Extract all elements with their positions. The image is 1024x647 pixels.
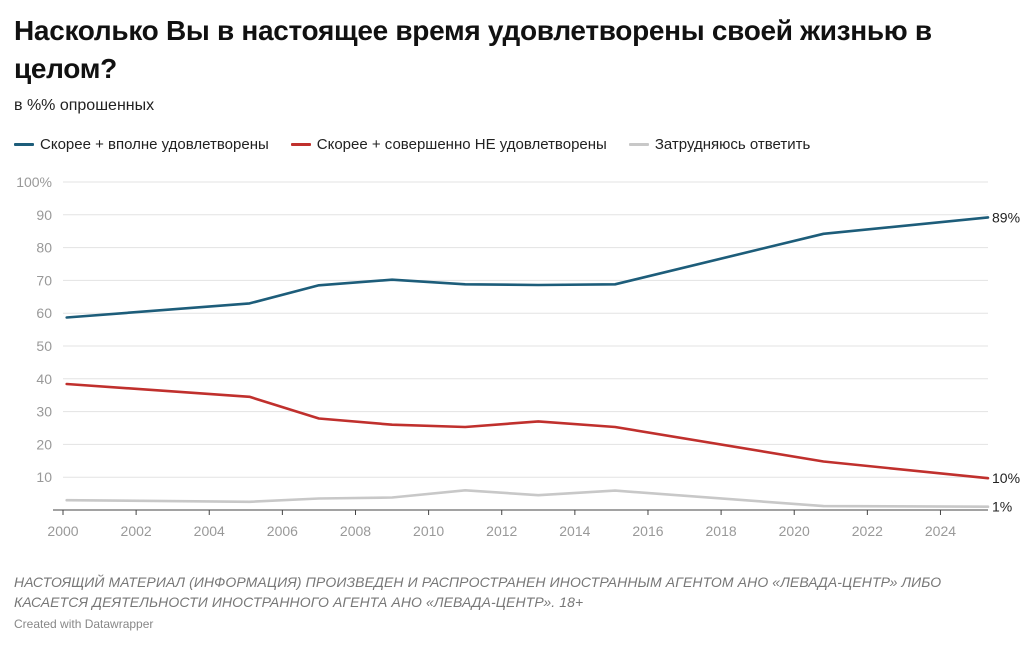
y-tick-label-80: 80 [36,240,52,256]
legend-label-not-satisfied: Скорее + совершенно НЕ удовлетворены [316,136,607,153]
y-tick-label-40: 40 [36,371,52,387]
end-label-not-satisfied: 10% [992,470,1020,486]
x-tick-label-2000: 2000 [47,523,78,539]
end-label-hard-to-say: 1% [992,499,1012,515]
legend-swatch-hard-to-say [628,143,649,146]
legend-item-not-satisfied: Скорее + совершенно НЕ удовлетворены [290,136,607,153]
y-tick-label-10: 10 [36,469,52,485]
y-tick-label-30: 30 [36,404,52,420]
y-tick-label-50: 50 [36,338,52,354]
x-tick-label-2020: 2020 [779,523,810,539]
y-tick-label-60: 60 [36,305,52,321]
x-tick-label-2008: 2008 [340,523,371,539]
legend-item-satisfied: Скорее + вполне удовлетворены [14,136,269,153]
x-tick-label-2022: 2022 [852,523,883,539]
x-tick-label-2014: 2014 [559,523,590,539]
x-tick-label-2024: 2024 [925,523,956,539]
credit-text: Created with Datawrapper [14,617,154,631]
legend-label-hard-to-say: Затрудняюсь ответить [654,136,811,153]
legend-item-hard-to-say: Затрудняюсь ответить [628,136,811,153]
legend-swatch-not-satisfied [290,143,311,146]
chart-subtitle: в %% опрошенных [14,97,155,114]
series-line-hard-to-say [65,489,990,508]
x-tick-label-2006: 2006 [267,523,298,539]
chart-legend: Скорее + вполне удовлетворены Скорее + с… [14,136,810,153]
x-tick-label-2018: 2018 [706,523,737,539]
chart-notes: НАСТОЯЩИЙ МАТЕРИАЛ (ИНФОРМАЦИЯ) ПРОИЗВЕД… [14,574,942,610]
x-tick-label-2002: 2002 [121,523,152,539]
x-tick-label-2012: 2012 [486,523,517,539]
chart-title: Насколько Вы в настоящее время удовлетво… [14,15,932,84]
x-tick-label-2010: 2010 [413,523,444,539]
end-label-satisfied: 89% [992,209,1020,225]
y-tick-label-100: 100% [16,174,52,190]
legend-label-satisfied: Скорее + вполне удовлетворены [40,136,269,153]
y-tick-label-20: 20 [36,436,52,452]
y-tick-label-70: 70 [36,272,52,288]
series-line-satisfied [65,216,990,319]
x-tick-label-2004: 2004 [194,523,225,539]
line-chart: 10 20 30 40 50 60 70 80 90 100% 2000 2002 2004 2006 20… [16,174,1020,539]
legend-swatch-satisfied [14,143,34,146]
series-line-not-satisfied [65,382,990,480]
x-tick-label-2016: 2016 [632,523,663,539]
y-tick-label-90: 90 [36,207,52,223]
